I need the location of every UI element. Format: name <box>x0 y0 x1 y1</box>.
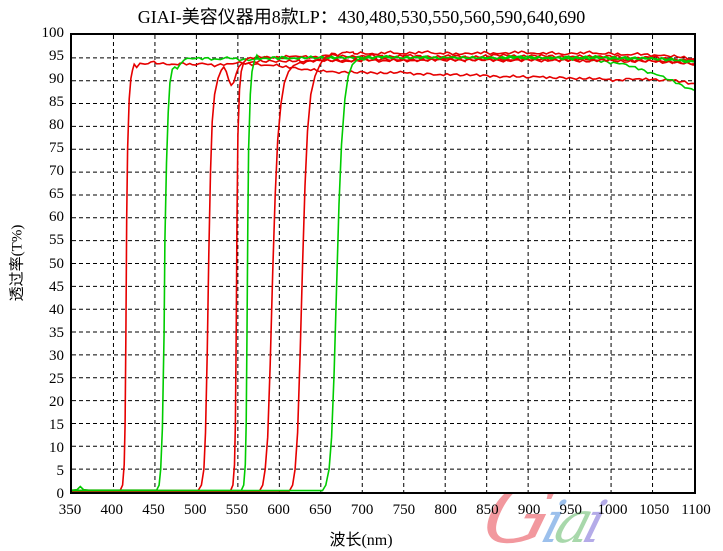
curve-LP690 <box>72 54 694 492</box>
y-tick-label: 20 <box>49 393 64 410</box>
y-tick-label: 75 <box>49 140 64 157</box>
y-tick-label: 30 <box>49 347 64 364</box>
y-tick-label: 5 <box>56 462 65 479</box>
curve-LP590 <box>72 56 694 492</box>
y-tick-label: 25 <box>49 370 64 387</box>
x-tick-label: 700 <box>350 502 374 518</box>
y-tick-label: 65 <box>49 186 64 203</box>
x-tick-label: 950 <box>559 502 583 518</box>
y-tick-label: 10 <box>49 439 64 456</box>
x-tick-label: 650 <box>309 502 332 518</box>
y-tick-label: 60 <box>49 209 64 226</box>
y-tick-label: 0 <box>56 486 65 502</box>
y-tick-label: 50 <box>49 255 64 272</box>
x-tick-label: 350 <box>58 502 82 518</box>
curve-LP480 <box>72 55 694 492</box>
y-tick-label: 90 <box>49 71 64 88</box>
curve-LP430 <box>72 60 694 492</box>
curves-canvas <box>72 35 694 492</box>
x-tick-label: 1100 <box>681 502 711 518</box>
y-tick-label: 95 <box>49 48 64 65</box>
curve-LP640 <box>72 50 694 492</box>
y-tick-label: 85 <box>49 94 64 111</box>
y-tick-label: 15 <box>49 416 64 433</box>
y-tick-label: 35 <box>49 324 64 341</box>
curve-LP550 <box>72 53 694 492</box>
x-tick-label: 550 <box>225 502 249 518</box>
x-tick-label: 450 <box>142 502 165 518</box>
x-axis-title: 波长(nm) <box>329 532 393 549</box>
y-tick-label: 45 <box>49 278 64 295</box>
x-tick-label: 750 <box>392 502 416 518</box>
y-tick-label: 55 <box>49 232 64 249</box>
x-tick-label: 400 <box>100 502 123 518</box>
x-tick-label: 1000 <box>597 502 628 518</box>
x-tick-label: 900 <box>517 502 541 518</box>
y-tick-label: 70 <box>49 163 64 180</box>
chart-title: GIAI-美容仪器用8款LP：430,480,530,550,560,590,6… <box>137 7 586 27</box>
plot-area <box>70 33 696 494</box>
x-tick-label: 500 <box>183 502 207 518</box>
y-tick-label: 80 <box>49 117 64 134</box>
x-tick-label: 850 <box>476 502 499 518</box>
y-tick-label: 100 <box>41 25 65 41</box>
y-tick-label: 40 <box>49 301 64 318</box>
x-tick-label: 1050 <box>639 502 670 518</box>
x-tick-label: 600 <box>267 502 290 518</box>
x-tick-label: 800 <box>434 502 457 518</box>
